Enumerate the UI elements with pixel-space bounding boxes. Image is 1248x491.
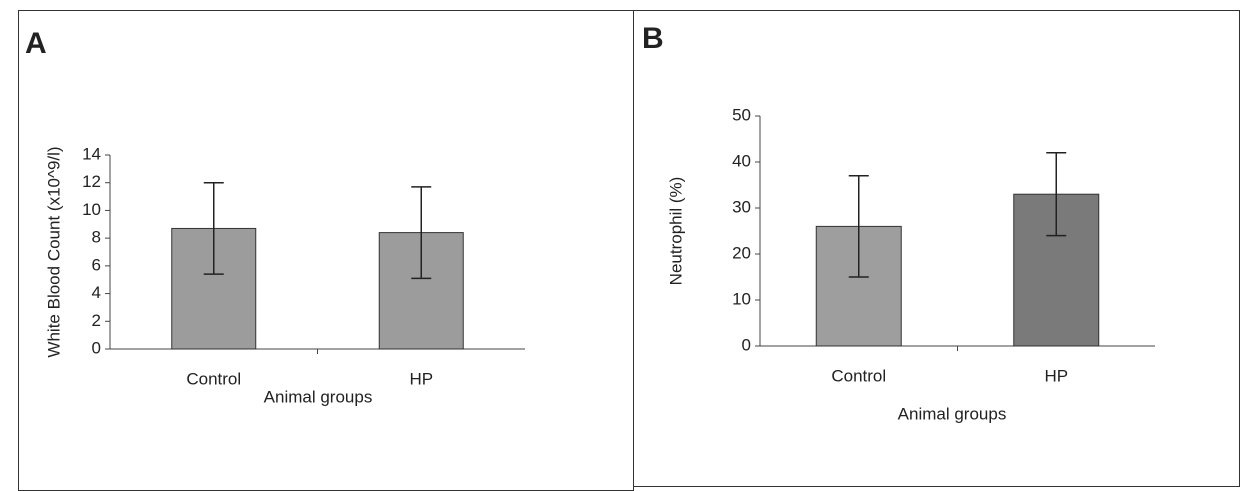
- y-axis-label: White Blood Count (x10^9/l): [44, 146, 63, 357]
- x-axis-label: Animal groups: [898, 404, 1007, 423]
- error-bar: [203, 181, 224, 275]
- y-tick-label: 12: [82, 172, 101, 191]
- x-tick-label: HP: [409, 369, 433, 388]
- y-tick-label: 10: [732, 289, 751, 308]
- error-bar: [848, 175, 869, 278]
- panel-letter: A: [25, 27, 47, 60]
- y-axis-label: Neutrophil (%): [666, 177, 685, 286]
- panel-frame: [18, 10, 634, 491]
- error-bar: [411, 186, 432, 280]
- y-tick-label: 14: [82, 144, 101, 163]
- x-tick-label: Control: [186, 369, 241, 388]
- y-tick-label: 20: [732, 243, 751, 262]
- y-tick-label: 8: [92, 228, 101, 247]
- y-tick-label: 10: [82, 200, 101, 219]
- y-tick-label: 40: [732, 151, 751, 170]
- x-tick-label: HP: [1044, 366, 1068, 385]
- panel-letter: B: [642, 22, 664, 55]
- y-tick-label: 0: [92, 338, 101, 357]
- panel-frame: [633, 10, 1240, 487]
- y-tick-label: 50: [732, 105, 751, 124]
- y-tick-label: 6: [92, 255, 101, 274]
- x-axis-label: Animal groups: [264, 387, 373, 406]
- y-tick-label: 30: [732, 197, 751, 216]
- y-tick-label: 4: [92, 283, 101, 302]
- x-tick-label: Control: [831, 366, 886, 385]
- error-bar: [1046, 152, 1067, 237]
- y-tick-label: 0: [742, 335, 751, 354]
- y-tick-label: 2: [92, 311, 101, 330]
